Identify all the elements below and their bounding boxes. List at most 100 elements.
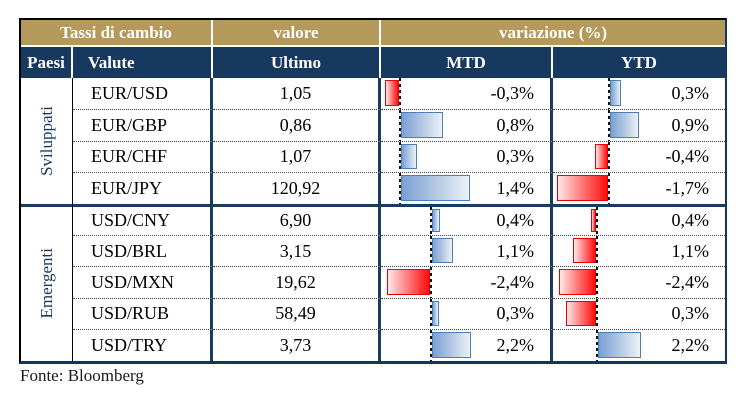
ytd-value: 0,3% [671,83,710,104]
mtd-bar-cell: 0,3% [381,140,553,173]
ytd-bar-cell: -1,7% [553,172,725,204]
column-header-mtd: MTD [381,47,553,78]
pair-cell: USD/BRL [73,234,213,267]
ultimo-cell: 3,15 [213,234,381,267]
mtd-bar-cell: 1,1% [381,234,553,267]
data-bar-blue [432,237,453,264]
zero-baseline [430,267,432,298]
data-bar-red [557,175,608,201]
zero-baseline [596,206,598,235]
mtd-value: 1,1% [496,240,535,261]
column-header-ultimo: Ultimo [213,47,381,78]
mtd-bar-cell: 0,3% [381,297,553,330]
data-bar-red [385,80,399,107]
header-group-tassi-di-cambio: Tassi di cambio [21,20,213,47]
data-bar-red [566,300,596,327]
data-bar-blue [401,175,470,201]
ultimo-cell: 58,49 [213,297,381,330]
header-group-variazione: variazione (%) [381,20,725,47]
mtd-value: 0,3% [496,303,535,324]
data-bar-blue [610,112,639,138]
ytd-value: 0,4% [671,210,710,231]
data-bar-red [595,143,608,170]
ultimo-cell: 19,62 [213,266,381,298]
zero-baseline [596,267,598,298]
zero-baseline [596,298,598,330]
ytd-value: 0,9% [671,115,710,136]
exchange-rates-table: Tassi di cambio valore variazione (%) Pa… [19,18,727,364]
mtd-bar-cell: 0,4% [381,203,553,235]
mtd-bar-cell: -2,4% [381,266,553,298]
data-bar-blue [610,80,621,107]
zero-baseline [596,235,598,267]
data-bar-red [591,208,596,232]
mtd-value: 1,4% [496,177,535,198]
zero-baseline [608,110,610,141]
ytd-value: -2,4% [665,272,710,293]
data-bar-red [559,269,596,295]
data-bar-blue [432,332,471,358]
ytd-bar-cell: 0,3% [553,78,725,110]
data-bar-blue [432,300,439,327]
column-header-ytd: YTD [553,47,725,78]
zero-baseline [608,78,610,110]
ytd-bar-cell: 0,9% [553,109,725,141]
ytd-bar-cell: -2,4% [553,266,725,298]
pair-cell: USD/CNY [73,203,213,235]
mtd-bar-cell: 0,8% [381,109,553,141]
data-bar-blue [401,112,443,138]
group-cell-emergenti: Emergenti [21,203,73,361]
ytd-value: 2,2% [671,334,710,355]
pair-cell: USD/TRY [73,329,213,361]
ytd-bar-cell: -0,4% [553,140,725,173]
pair-cell: USD/RUB [73,297,213,330]
mtd-value: -2,4% [490,272,535,293]
zero-baseline [430,330,432,361]
mtd-value: 0,4% [496,210,535,231]
pair-cell: USD/MXN [73,266,213,298]
ytd-value: -1,7% [665,177,710,198]
zero-baseline [399,110,401,141]
pair-cell: EUR/JPY [73,172,213,204]
ytd-bar-cell: 0,4% [553,203,725,235]
ytd-bar-cell: 1,1% [553,234,725,267]
ultimo-cell: 120,92 [213,172,381,204]
ytd-value: -0,4% [665,146,710,167]
zero-baseline [430,298,432,330]
ytd-bar-cell: 0,3% [553,297,725,330]
data-bar-blue [598,332,641,358]
ultimo-cell: 1,05 [213,78,381,110]
mtd-value: -0,3% [490,83,535,104]
mtd-bar-cell: -0,3% [381,78,553,110]
zero-baseline [430,235,432,267]
ultimo-cell: 1,07 [213,140,381,173]
ultimo-cell: 6,90 [213,203,381,235]
zero-baseline [399,141,401,173]
ultimo-cell: 3,73 [213,329,381,361]
zero-baseline [608,173,610,204]
pair-cell: EUR/GBP [73,109,213,141]
zero-baseline [430,206,432,235]
mtd-value: 2,2% [496,334,535,355]
ytd-bar-cell: 2,2% [553,329,725,361]
mtd-value: 0,3% [496,146,535,167]
pair-cell: EUR/USD [73,78,213,110]
mtd-value: 0,8% [496,115,535,136]
column-header-valute: Valute [73,47,213,78]
data-bar-blue [401,143,417,170]
mtd-bar-cell: 1,4% [381,172,553,204]
zero-baseline [399,173,401,204]
zero-baseline [596,330,598,361]
pair-cell: EUR/CHF [73,140,213,173]
data-bar-red [387,269,430,295]
group-label-sviluppati: Sviluppati [36,105,56,176]
mtd-bar-cell: 2,2% [381,329,553,361]
ytd-value: 0,3% [671,303,710,324]
header-group-valore: valore [213,20,381,47]
ytd-value: 1,1% [671,240,710,261]
zero-baseline [608,141,610,173]
ultimo-cell: 0,86 [213,109,381,141]
zero-baseline [399,78,401,110]
column-header-paesi: Paesi [21,47,73,78]
